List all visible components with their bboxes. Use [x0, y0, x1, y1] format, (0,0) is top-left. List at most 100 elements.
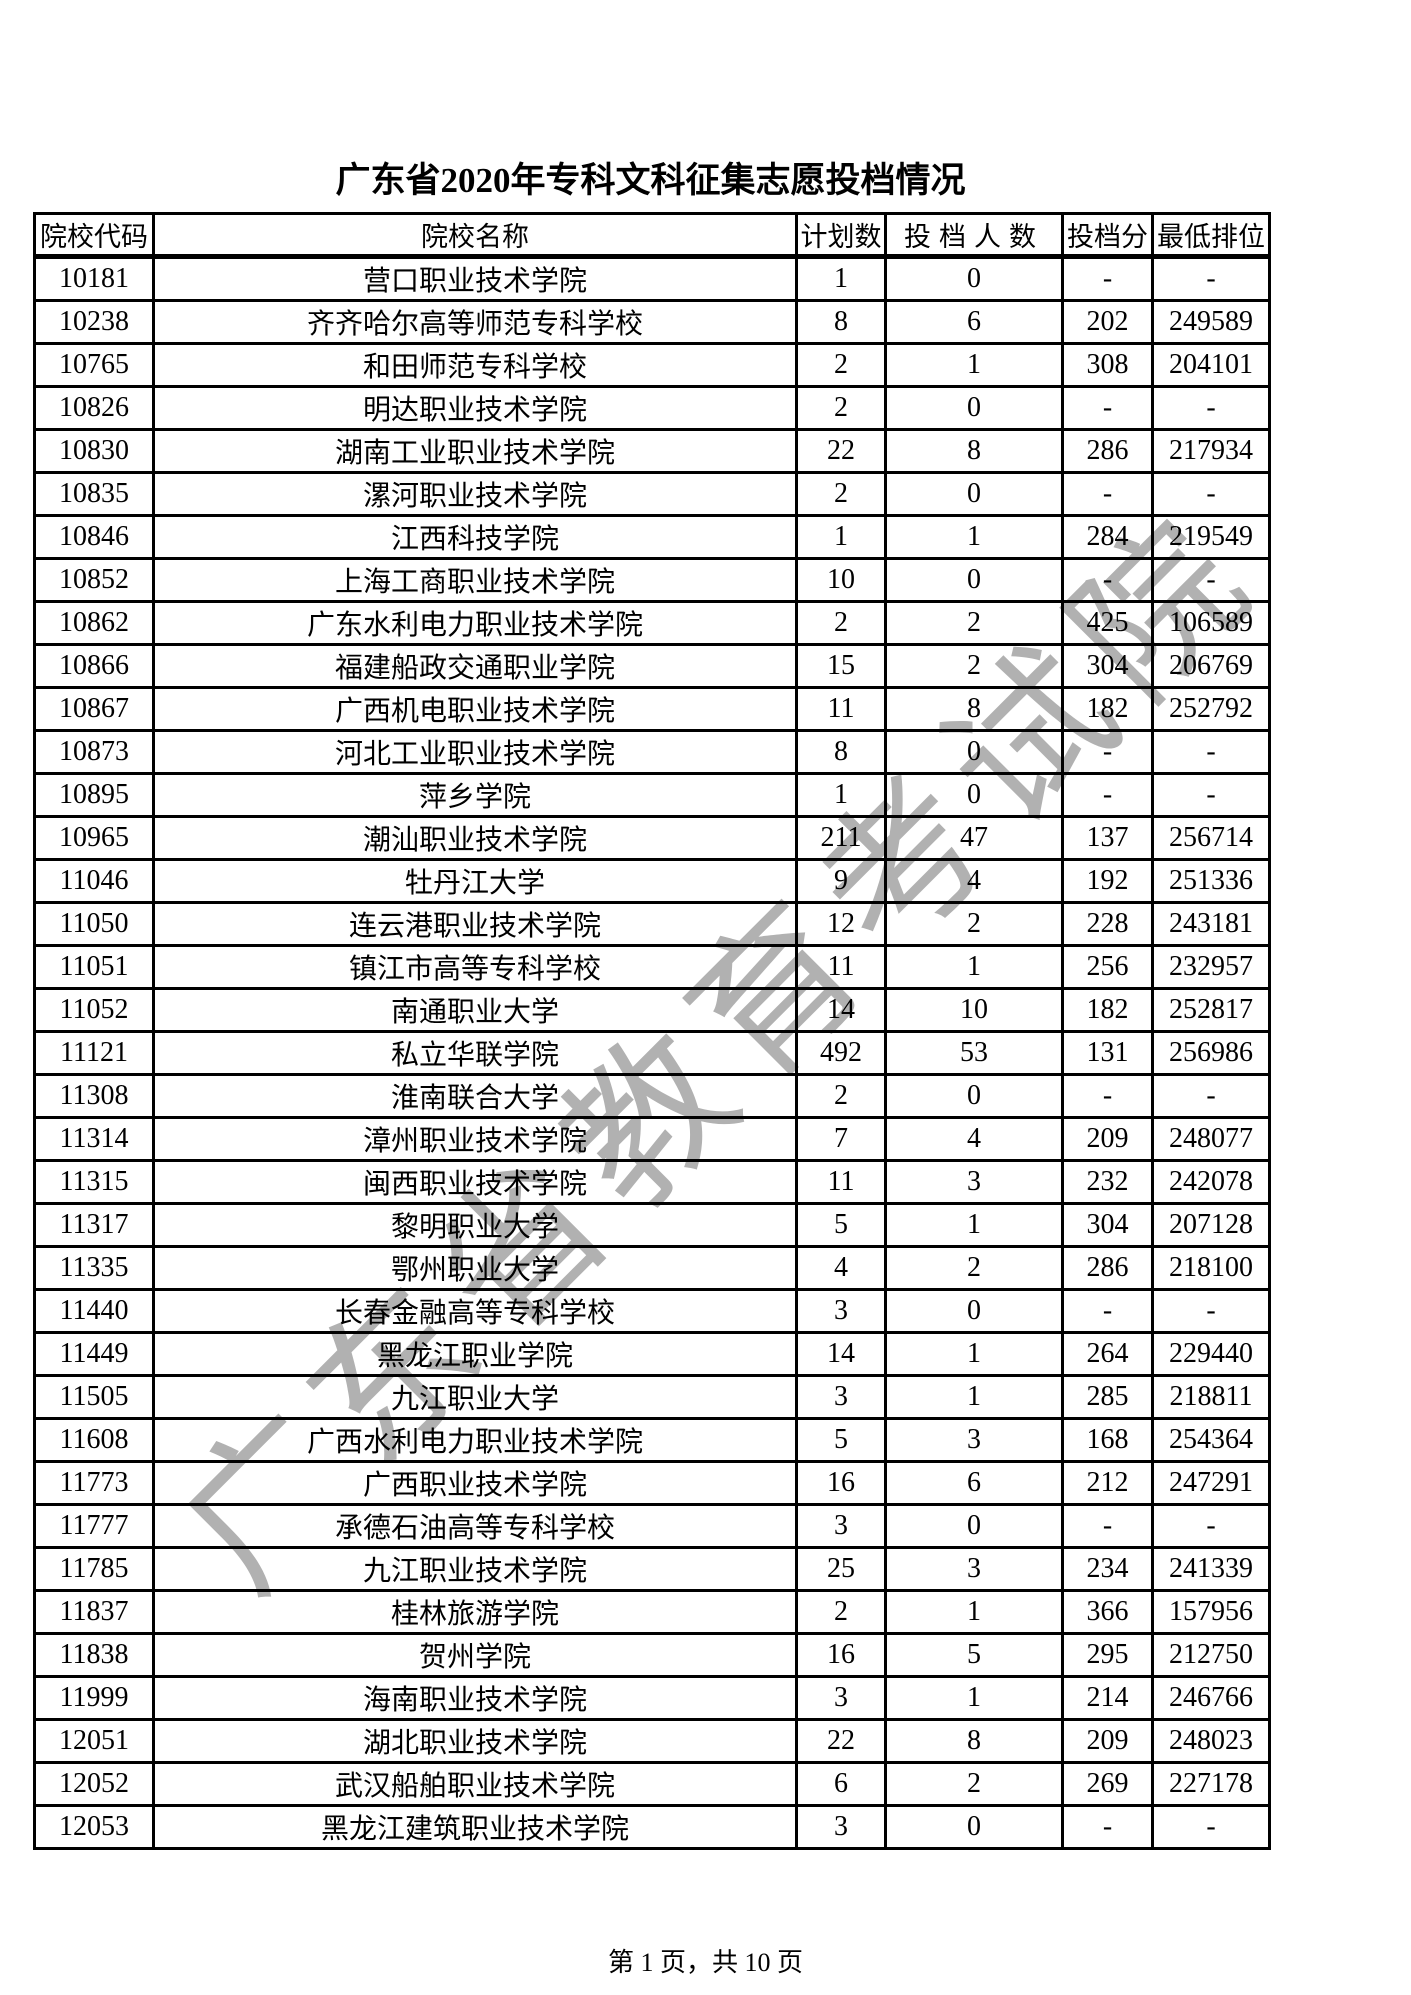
cell-name: 湖北职业技术学院 — [152, 1718, 798, 1764]
cell-min-rank: 212750 — [1151, 1632, 1271, 1678]
cell-code: 11121 — [33, 1030, 155, 1076]
cell-name: 潮汕职业技术学院 — [152, 815, 798, 861]
cell-applicant-count: 1 — [884, 1374, 1064, 1420]
cell-score: - — [1061, 1503, 1154, 1549]
cell-plan-count: 8 — [795, 729, 887, 775]
table-row: 11046 牡丹江大学 9 4 192 251336 — [33, 858, 1271, 904]
cell-min-rank: 229440 — [1151, 1331, 1271, 1377]
col-header-name: 院校名称 — [152, 212, 798, 259]
cell-min-rank: - — [1151, 1804, 1271, 1850]
cell-plan-count: 8 — [795, 299, 887, 345]
table-row: 12051 湖北职业技术学院 22 8 209 248023 — [33, 1718, 1271, 1764]
cell-plan-count: 2 — [795, 342, 887, 388]
cell-score: - — [1061, 557, 1154, 603]
cell-min-rank: 246766 — [1151, 1675, 1271, 1721]
cell-name: 黎明职业大学 — [152, 1202, 798, 1248]
cell-plan-count: 22 — [795, 428, 887, 474]
cell-min-rank: 251336 — [1151, 858, 1271, 904]
cell-applicant-count: 1 — [884, 1331, 1064, 1377]
cell-plan-count: 6 — [795, 1761, 887, 1807]
cell-name: 承德石油高等专科学校 — [152, 1503, 798, 1549]
cell-code: 11449 — [33, 1331, 155, 1377]
cell-plan-count: 2 — [795, 385, 887, 431]
cell-min-rank: 207128 — [1151, 1202, 1271, 1248]
cell-score: 425 — [1061, 600, 1154, 646]
cell-applicant-count: 2 — [884, 1761, 1064, 1807]
cell-min-rank: - — [1151, 729, 1271, 775]
cell-min-rank: 204101 — [1151, 342, 1271, 388]
cell-plan-count: 2 — [795, 1073, 887, 1119]
col-header-plan-count: 计划数 — [795, 212, 887, 259]
cell-score: 284 — [1061, 514, 1154, 560]
cell-applicant-count: 8 — [884, 428, 1064, 474]
cell-score: - — [1061, 471, 1154, 517]
cell-score: 256 — [1061, 944, 1154, 990]
table-row: 11051 镇江市高等专科学校 11 1 256 232957 — [33, 944, 1271, 990]
table-row: 10846 江西科技学院 1 1 284 219549 — [33, 514, 1271, 560]
cell-plan-count: 211 — [795, 815, 887, 861]
cell-name: 江西科技学院 — [152, 514, 798, 560]
cell-score: - — [1061, 1073, 1154, 1119]
cell-plan-count: 3 — [795, 1374, 887, 1420]
cell-applicant-count: 2 — [884, 901, 1064, 947]
cell-score: 232 — [1061, 1159, 1154, 1205]
cell-code: 11777 — [33, 1503, 155, 1549]
cell-code: 11505 — [33, 1374, 155, 1420]
cell-code: 11051 — [33, 944, 155, 990]
col-header-code: 院校代码 — [33, 212, 155, 259]
cell-name: 武汉船舶职业技术学院 — [152, 1761, 798, 1807]
cell-code: 10181 — [33, 255, 155, 302]
cell-name: 漯河职业技术学院 — [152, 471, 798, 517]
cell-min-rank: 227178 — [1151, 1761, 1271, 1807]
table-row: 10765 和田师范专科学校 2 1 308 204101 — [33, 342, 1271, 388]
cell-plan-count: 5 — [795, 1202, 887, 1248]
page-title: 广东省2020年专科文科征集志愿投档情况 — [335, 161, 966, 200]
cell-code: 10866 — [33, 643, 155, 689]
cell-applicant-count: 47 — [884, 815, 1064, 861]
cell-min-rank: - — [1151, 772, 1271, 818]
cell-min-rank: 248077 — [1151, 1116, 1271, 1162]
cell-code: 10965 — [33, 815, 155, 861]
cell-score: 209 — [1061, 1718, 1154, 1764]
cell-score: 202 — [1061, 299, 1154, 345]
cell-score: 295 — [1061, 1632, 1154, 1678]
cell-min-rank: 252792 — [1151, 686, 1271, 732]
cell-min-rank: 256714 — [1151, 815, 1271, 861]
cell-code: 10830 — [33, 428, 155, 474]
cell-plan-count: 25 — [795, 1546, 887, 1592]
cell-min-rank: 242078 — [1151, 1159, 1271, 1205]
cell-applicant-count: 2 — [884, 600, 1064, 646]
cell-min-rank: - — [1151, 385, 1271, 431]
cell-code: 11999 — [33, 1675, 155, 1721]
cell-applicant-count: 0 — [884, 471, 1064, 517]
cell-plan-count: 11 — [795, 1159, 887, 1205]
cell-code: 11785 — [33, 1546, 155, 1592]
cell-plan-count: 15 — [795, 643, 887, 689]
cell-name: 长春金融高等专科学校 — [152, 1288, 798, 1334]
cell-name: 九江职业大学 — [152, 1374, 798, 1420]
cell-min-rank: 254364 — [1151, 1417, 1271, 1463]
cell-code: 10852 — [33, 557, 155, 603]
cell-min-rank: - — [1151, 1503, 1271, 1549]
cell-code: 11052 — [33, 987, 155, 1033]
cell-min-rank: - — [1151, 1073, 1271, 1119]
cell-code: 10873 — [33, 729, 155, 775]
table-row: 10852 上海工商职业技术学院 10 0- - — [33, 557, 1271, 603]
cell-score: 228 — [1061, 901, 1154, 947]
cell-code: 12051 — [33, 1718, 155, 1764]
table-row: 10238 齐齐哈尔高等师范专科学校 8 6 202 249589 — [33, 299, 1271, 345]
cell-min-rank: 248023 — [1151, 1718, 1271, 1764]
cell-code: 11608 — [33, 1417, 155, 1463]
cell-applicant-count: 1 — [884, 514, 1064, 560]
cell-applicant-count: 0 — [884, 255, 1064, 302]
table-row: 10965 潮汕职业技术学院 211 47 137 256714 — [33, 815, 1271, 861]
cell-code: 12052 — [33, 1761, 155, 1807]
table-row: 10826 明达职业技术学院 2 0- - — [33, 385, 1271, 431]
table-row: 11440 长春金融高等专科学校 3 0- - — [33, 1288, 1271, 1334]
cell-min-rank: 243181 — [1151, 901, 1271, 947]
table-row: 11314 漳州职业技术学院 7 4 209 248077 — [33, 1116, 1271, 1162]
cell-name: 黑龙江建筑职业技术学院 — [152, 1804, 798, 1850]
cell-plan-count: 1 — [795, 255, 887, 302]
cell-plan-count: 5 — [795, 1417, 887, 1463]
cell-min-rank: 217934 — [1151, 428, 1271, 474]
